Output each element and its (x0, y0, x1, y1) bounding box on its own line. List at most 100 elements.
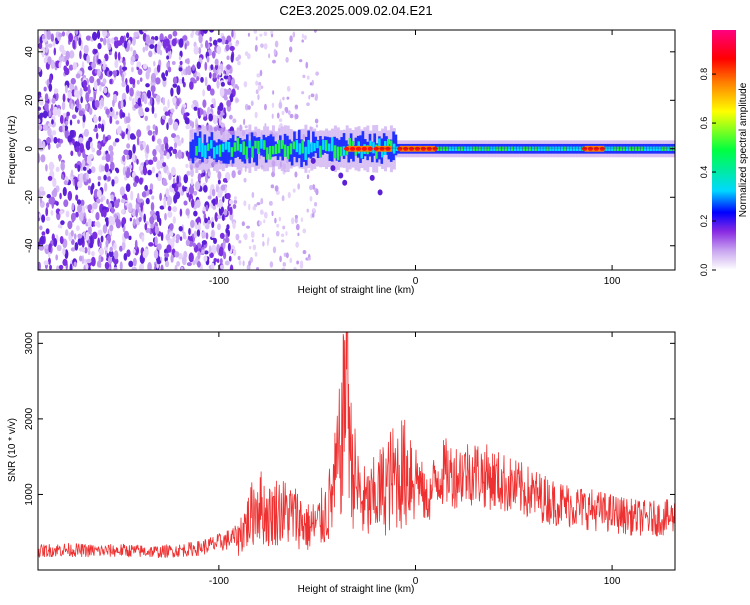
noise-speck (203, 255, 207, 261)
noise-speck (239, 260, 242, 266)
noise-speck (221, 82, 225, 87)
noise-speck (191, 199, 194, 208)
noise-speck (109, 51, 112, 55)
noise-speck (155, 236, 158, 246)
noise-speck (80, 143, 84, 153)
noise-speck (215, 59, 219, 66)
signal-center (523, 147, 526, 151)
noise-speck (85, 104, 88, 111)
noise-speck (105, 163, 109, 172)
noise-speck (264, 43, 268, 49)
noise-speck (234, 196, 237, 200)
noise-speck (111, 207, 114, 214)
signal-center (204, 145, 207, 158)
noise-speck (148, 130, 153, 136)
noise-speck (152, 87, 154, 96)
noise-speck (231, 170, 235, 178)
noise-speck (255, 252, 258, 257)
noise-speck (142, 94, 145, 102)
noise-speck (211, 221, 214, 228)
signal-center (248, 141, 251, 148)
noise-speck (183, 174, 188, 183)
signal-peak (403, 147, 408, 151)
noise-speck (216, 80, 219, 89)
noise-speck (296, 224, 300, 230)
heatmap-xlabel: Height of straight line (km) (298, 285, 415, 296)
noise-speck (39, 213, 42, 218)
noise-speck (123, 60, 126, 66)
noise-speck (173, 77, 177, 85)
noise-speck (147, 125, 150, 130)
noise-speck (182, 77, 185, 84)
noise-speck (93, 92, 96, 100)
signal-center (635, 147, 638, 151)
noise-speck (195, 218, 199, 222)
noise-speck (235, 57, 239, 61)
noise-speck (86, 55, 90, 64)
noise-speck (126, 154, 129, 160)
noise-speck (67, 135, 72, 142)
signal-center (540, 147, 543, 151)
noise-speck (166, 188, 170, 197)
noise-speck (201, 231, 206, 238)
noise-speck (200, 77, 204, 83)
noise-speck (45, 164, 48, 172)
noise-speck (47, 56, 51, 64)
noise-speck (44, 87, 47, 92)
signal-center (242, 141, 245, 154)
noise-speck (223, 178, 227, 183)
noise-speck (275, 185, 279, 191)
noise-speck (70, 264, 73, 274)
noise-speck (224, 96, 228, 101)
colorbar-tick-label: 0.8 (699, 68, 709, 81)
signal-center (620, 147, 623, 151)
noise-speck (285, 57, 288, 63)
noise-speck (293, 267, 296, 272)
signal-center (664, 147, 667, 151)
noise-speck (172, 97, 177, 104)
noise-speck (185, 164, 188, 168)
noise-speck (272, 114, 274, 119)
noise-speck (71, 170, 74, 178)
noise-speck (278, 102, 282, 109)
noise-speck (131, 67, 134, 73)
noise-speck (299, 59, 302, 62)
signal-center (313, 143, 316, 151)
noise-speck (264, 212, 268, 219)
noise-speck (282, 97, 284, 101)
signal-center (605, 147, 608, 151)
noise-speck (60, 162, 65, 171)
noise-speck (219, 102, 223, 111)
noise-speck (194, 107, 198, 111)
noise-speck (217, 110, 220, 115)
noise-speck (176, 85, 180, 95)
noise-speck (209, 37, 212, 42)
noise-speck (307, 75, 310, 79)
colorbar (712, 30, 736, 270)
noise-speck (152, 166, 155, 173)
noise-speck (68, 91, 72, 99)
noise-speck (41, 214, 45, 222)
noise-speck (42, 35, 45, 40)
noise-speck (166, 152, 170, 159)
noise-speck (135, 240, 138, 250)
noise-speck (120, 186, 125, 195)
noise-speck (166, 122, 168, 130)
noise-speck (45, 207, 48, 216)
noise-speck (150, 97, 153, 105)
noise-speck (136, 129, 141, 137)
signal-center (322, 140, 325, 150)
noise-speck (193, 211, 198, 217)
noise-speck (48, 83, 52, 91)
noise-speck (217, 223, 221, 230)
noise-speck (209, 245, 212, 253)
noise-speck (110, 162, 115, 171)
noise-speck (131, 267, 136, 272)
signal-center (225, 142, 228, 150)
noise-speck (272, 90, 274, 94)
signal-center (517, 147, 520, 151)
noise-speck (94, 80, 98, 90)
signal-peak (356, 147, 361, 151)
noise-speck (133, 32, 138, 37)
